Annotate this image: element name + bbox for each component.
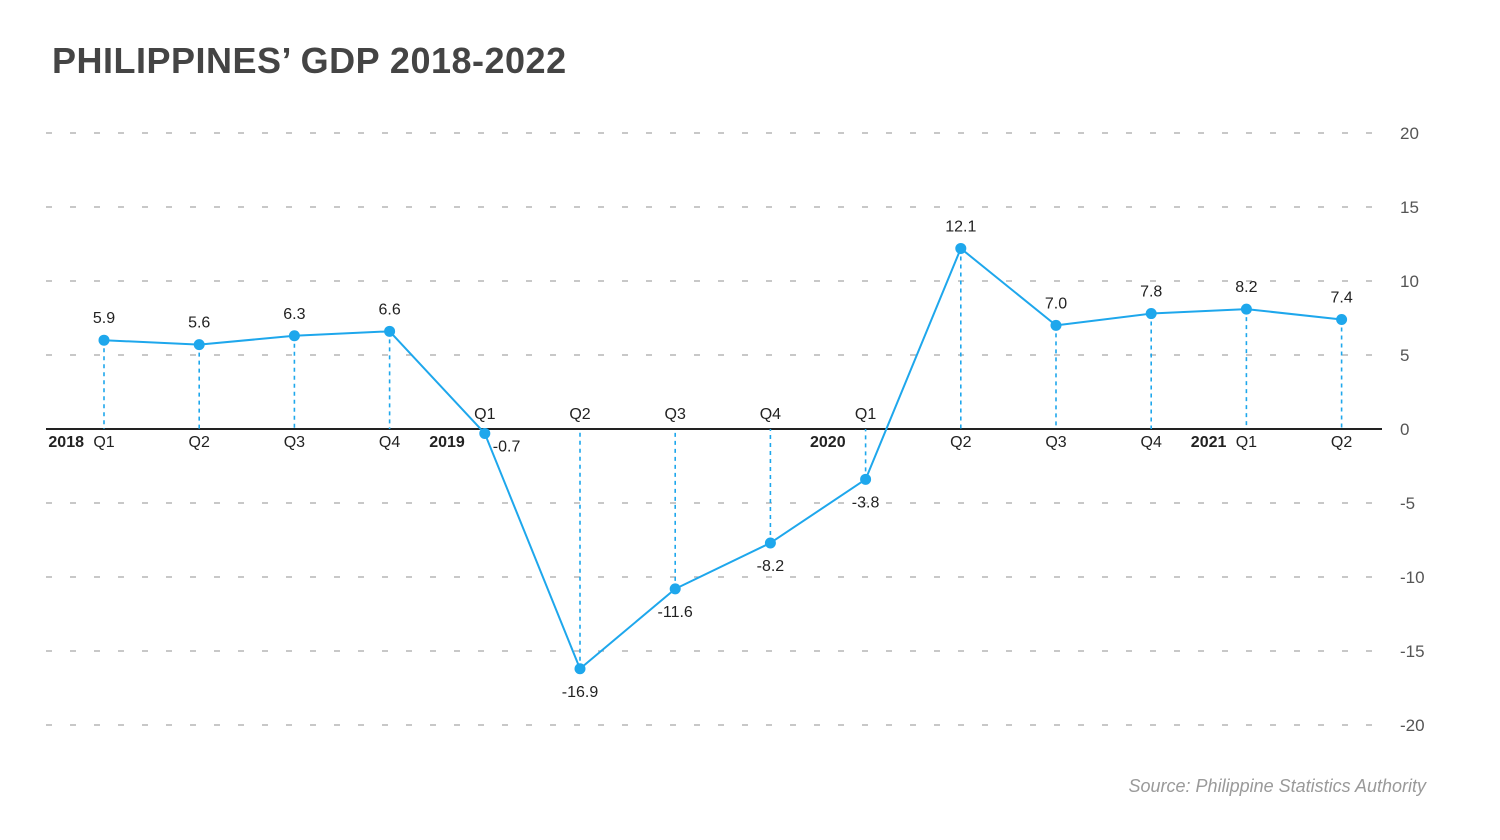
data-label: -11.6	[658, 604, 693, 621]
grid-lines	[46, 132, 1382, 726]
data-point	[860, 473, 872, 485]
y-tick-label: 15	[1400, 198, 1419, 217]
y-tick-label: -20	[1400, 716, 1425, 735]
data-point	[1336, 313, 1348, 325]
year-label: 2020	[810, 434, 846, 451]
y-tick-label: 10	[1400, 272, 1419, 291]
x-tick-label: Q3	[284, 434, 305, 451]
data-label: 8.2	[1235, 279, 1257, 296]
data-point	[288, 330, 300, 342]
data-point	[384, 325, 396, 337]
value-labels: 5.9 5.6 6.3 6.6 -0.7 -16.9 -11.6 -8.2 -3.8 12.1 7.…	[93, 218, 1353, 700]
x-tick-label: Q1	[1236, 434, 1257, 451]
series-line	[103, 247, 1342, 670]
data-label: 6.3	[283, 306, 305, 323]
data-point	[764, 537, 776, 549]
year-label: 2018	[48, 434, 84, 451]
data-point	[955, 242, 967, 254]
data-label: -3.8	[852, 494, 880, 511]
series-line-path	[103, 247, 1342, 670]
x-tick-label: Q1	[474, 406, 495, 423]
data-label: 5.9	[93, 310, 115, 327]
x-tick-label: Q3	[665, 406, 686, 423]
data-point	[193, 339, 205, 351]
year-label: 2019	[429, 434, 465, 451]
y-tick-label: 0	[1400, 420, 1409, 439]
x-axis-labels: Q1 Q2 Q3 Q4 Q1 Q2 Q3 Q4 Q1 Q2 Q3 Q4 Q1 Q2 2018 2019 2020…	[48, 406, 1352, 451]
x-tick-label: Q2	[189, 434, 210, 451]
data-point	[1145, 308, 1157, 320]
data-label: 7.4	[1330, 289, 1352, 306]
data-point	[1050, 319, 1062, 331]
data-point	[669, 583, 681, 595]
x-tick-label: Q3	[1045, 434, 1066, 451]
y-tick-label: -15	[1400, 642, 1425, 661]
x-tick-label: Q1	[855, 406, 876, 423]
data-points	[98, 242, 1348, 675]
x-tick-label: Q2	[569, 406, 590, 423]
y-tick-label: 5	[1400, 346, 1409, 365]
data-label: 5.6	[188, 315, 210, 332]
x-tick-label: Q1	[93, 434, 114, 451]
x-tick-label: Q4	[1141, 434, 1162, 451]
chart-title: PHILIPPINES’ GDP 2018-2022	[52, 40, 567, 81]
data-point	[1240, 303, 1252, 315]
data-label: -8.2	[757, 558, 785, 575]
data-point	[479, 427, 491, 439]
y-tick-label: 20	[1400, 124, 1419, 143]
source-note: Source: Philippine Statistics Authority	[1128, 776, 1426, 796]
x-tick-label: Q4	[760, 406, 781, 423]
data-label: 12.1	[945, 218, 976, 235]
data-label: -16.9	[562, 684, 599, 701]
y-axis-ticks: 20 15 10 5 0 -5 -10 -15 -20	[1400, 124, 1425, 735]
x-tick-label: Q4	[379, 434, 400, 451]
data-label: 7.8	[1140, 284, 1162, 301]
data-label: 6.6	[378, 301, 400, 318]
x-tick-label: Q2	[1331, 434, 1352, 451]
drop-lines	[103, 248, 1343, 669]
data-point	[98, 334, 110, 346]
data-label: 7.0	[1045, 295, 1067, 312]
y-tick-label: -5	[1400, 494, 1415, 513]
x-tick-label: Q2	[950, 434, 971, 451]
y-tick-label: -10	[1400, 568, 1425, 587]
data-point	[574, 663, 586, 675]
data-label: -0.7	[493, 438, 521, 455]
year-label: 2021	[1191, 434, 1227, 451]
